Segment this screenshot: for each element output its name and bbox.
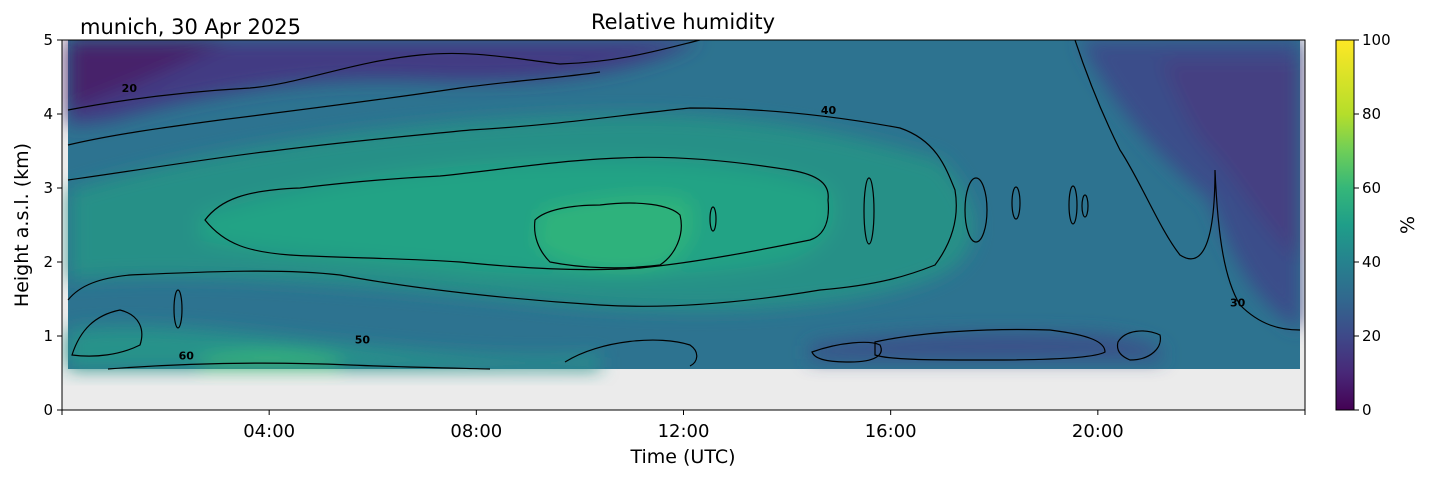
colorbar-tick-label: 100 <box>1362 31 1391 49</box>
contour-line <box>1081 194 1089 218</box>
colorbar-tick-label: 40 <box>1362 253 1381 271</box>
y-axis-label: Height a.s.l. (km) <box>11 143 33 307</box>
contour-line <box>107 362 491 370</box>
contour-line <box>204 156 830 271</box>
contour-value-label: 50 <box>355 333 371 346</box>
contour-lines <box>67 40 1301 370</box>
colorbar-label: % <box>1397 216 1419 234</box>
x-tick-label: 08:00 <box>450 421 502 442</box>
contour-line <box>1074 40 1301 331</box>
colorbar-tick-label: 60 <box>1362 179 1381 197</box>
contour-line <box>874 328 1106 361</box>
colorbar-tick-label: 0 <box>1362 401 1372 419</box>
contour-value-label: 20 <box>122 82 138 95</box>
y-tick-label: 3 <box>43 179 53 197</box>
x-axis-label: Time (UTC) <box>629 446 735 468</box>
colorbar: 0 20 40 60 80 100 % <box>1335 31 1419 419</box>
contour-line <box>709 206 717 232</box>
colorbar-tick-label: 20 <box>1362 327 1381 345</box>
contour-line <box>533 202 682 269</box>
contour-line <box>1116 330 1161 361</box>
chart-subtitle: munich, 30 Apr 2025 <box>80 15 301 39</box>
x-tick-label: 16:00 <box>865 421 917 442</box>
contour-line <box>71 309 143 357</box>
y-axis-ticks: 0 1 2 3 4 5 <box>43 31 62 419</box>
y-tick-label: 1 <box>43 327 53 345</box>
x-axis-ticks: 04:00 08:00 12:00 16:00 20:00 <box>61 410 1306 442</box>
y-tick-label: 4 <box>43 105 53 123</box>
colorbar-tick-label: 80 <box>1362 105 1381 123</box>
x-tick-label: 04:00 <box>243 421 295 442</box>
dry-afternoon-patch <box>810 333 1163 360</box>
y-tick-label: 0 <box>43 401 53 419</box>
contour-line <box>67 40 701 111</box>
contour-line <box>67 107 957 307</box>
dry-right-core-region <box>1160 60 1300 260</box>
contour-value-label: 30 <box>1230 296 1246 309</box>
chart-title: Relative humidity <box>591 10 775 34</box>
x-tick-label: 12:00 <box>658 421 710 442</box>
contour-line <box>1068 185 1078 225</box>
surface-humid-patch <box>200 352 340 369</box>
low-level-moist-patch <box>68 326 600 369</box>
colorbar-gradient <box>1335 39 1355 411</box>
contour-line <box>964 177 988 243</box>
y-tick-label: 2 <box>43 253 53 271</box>
humidity-blobs <box>68 40 1300 369</box>
contour-value-label: 40 <box>821 104 837 117</box>
contour-labels: 20 40 30 50 60 <box>122 82 1246 363</box>
humid-core-region <box>535 194 694 272</box>
colorbar-ticks: 0 20 40 60 80 100 <box>1354 31 1391 419</box>
x-tick-label: 20:00 <box>1072 421 1124 442</box>
contour-line <box>1011 186 1021 220</box>
very-dry-corner-region <box>68 40 230 110</box>
contour-line <box>564 339 698 367</box>
contour-line <box>863 177 875 245</box>
contour-line <box>67 71 601 146</box>
contour-line <box>173 289 183 329</box>
contour-value-label: 60 <box>179 350 195 363</box>
humidity-field <box>68 40 1300 369</box>
y-tick-label: 5 <box>43 31 53 49</box>
plot-area: 20 40 30 50 60 <box>62 40 1305 410</box>
